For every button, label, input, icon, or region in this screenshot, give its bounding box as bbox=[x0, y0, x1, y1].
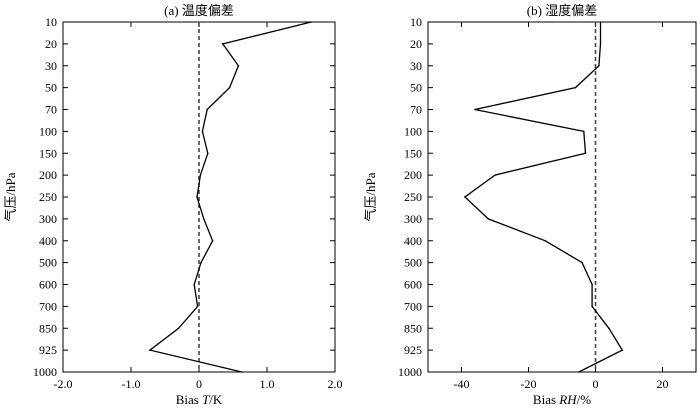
x-axis-title-variable: T bbox=[202, 392, 210, 407]
bias-profile-line bbox=[463, 22, 624, 373]
plot-frame bbox=[427, 21, 697, 373]
x-tick-label: -1.0 bbox=[122, 377, 141, 391]
y-tick-label: 200 bbox=[39, 168, 57, 182]
y-tick-label: 700 bbox=[404, 299, 422, 313]
y-tick-label: 1000 bbox=[398, 365, 422, 379]
data-point bbox=[621, 349, 624, 351]
y-tick-label: 300 bbox=[39, 212, 57, 226]
data-point bbox=[237, 64, 240, 67]
x-tick-label: 0 bbox=[196, 377, 202, 391]
data-point bbox=[574, 86, 577, 89]
y-tick-label: 500 bbox=[404, 256, 422, 270]
y-axis-title: 气压/hPa bbox=[3, 172, 18, 221]
y-tick-label: 20 bbox=[410, 37, 422, 51]
data-point bbox=[464, 196, 466, 198]
y-tick-label: 100 bbox=[39, 124, 57, 138]
data-point bbox=[177, 327, 180, 330]
y-tick-label: 100 bbox=[404, 124, 422, 138]
y-tick-label: 600 bbox=[39, 278, 57, 292]
data-point bbox=[582, 130, 585, 133]
panel-temperature-bias: 10 20 30 50 70 100 150 200 250 300 400 500 600 700 850… bbox=[3, 3, 343, 407]
x-axis-title-unit: /K bbox=[209, 392, 223, 407]
panel-title: (a) 温度偏差 bbox=[164, 3, 234, 18]
x-axis-title-unit: /% bbox=[577, 392, 592, 407]
y-tick-label: 400 bbox=[404, 234, 422, 248]
x-tick-label: 1.0 bbox=[260, 377, 275, 391]
data-point bbox=[591, 305, 593, 308]
y-tick-label: 600 bbox=[404, 278, 422, 292]
x-axis-title-variable: RH bbox=[558, 392, 577, 407]
x-tick-label: 2.0 bbox=[328, 377, 343, 391]
y-tick-label: 70 bbox=[45, 103, 57, 117]
x-tick-label: 0 bbox=[593, 377, 599, 391]
data-point bbox=[193, 283, 196, 286]
data-point bbox=[202, 218, 205, 220]
data-point bbox=[598, 64, 600, 67]
data-point bbox=[310, 21, 313, 23]
y-tick-label: 700 bbox=[39, 299, 57, 313]
y-tick-label: 20 bbox=[45, 37, 57, 51]
panel-title: (b) 湿度偏差 bbox=[527, 3, 597, 18]
data-point bbox=[241, 371, 243, 373]
data-point bbox=[581, 261, 583, 264]
data-point bbox=[222, 43, 224, 45]
y-tick-label: 150 bbox=[39, 146, 57, 160]
x-tick-label: -2.0 bbox=[54, 377, 73, 391]
y-tick-label: 150 bbox=[404, 146, 422, 160]
y-tick-label: 400 bbox=[39, 234, 57, 248]
y-tick-label: 925 bbox=[404, 343, 422, 357]
x-axis-title-prefix: Bias bbox=[533, 392, 559, 407]
data-point bbox=[200, 261, 202, 264]
data-point bbox=[577, 371, 580, 373]
data-point bbox=[206, 108, 208, 111]
y-tick-label: 50 bbox=[410, 81, 422, 95]
bias-profile-line bbox=[148, 21, 312, 373]
x-axis-title: Bias RH/% bbox=[533, 392, 591, 407]
data-point bbox=[591, 283, 593, 286]
y-tick-label: 850 bbox=[404, 321, 422, 335]
data-point bbox=[608, 327, 610, 330]
data-point bbox=[584, 152, 587, 155]
data-point bbox=[599, 21, 602, 23]
data-point bbox=[494, 174, 496, 176]
panel-humidity-bias: 1020305070100150200250300400500600700850… bbox=[363, 3, 697, 407]
data-point bbox=[544, 239, 547, 242]
data-point bbox=[599, 43, 602, 45]
x-axis-title-prefix: Bias bbox=[176, 392, 202, 407]
data-point bbox=[228, 86, 231, 89]
x-axis-title: Bias T/K bbox=[176, 392, 223, 407]
data-point bbox=[201, 130, 204, 133]
x-tick-label: 20 bbox=[657, 377, 669, 391]
y-tick-label: 10 bbox=[410, 15, 422, 29]
y-tick-label: 200 bbox=[404, 168, 422, 182]
y-tick-label: 300 bbox=[404, 212, 422, 226]
data-point bbox=[196, 305, 199, 308]
data-point bbox=[196, 196, 198, 198]
y-axis-title: 气压/hPa bbox=[363, 172, 378, 221]
y-tick-label: 250 bbox=[39, 190, 57, 204]
y-tick-label: 50 bbox=[45, 81, 57, 95]
data-point bbox=[199, 174, 202, 176]
y-tick-label: 850 bbox=[39, 321, 57, 335]
y-tick-label: 70 bbox=[410, 103, 422, 117]
x-tick-label: -40 bbox=[454, 377, 470, 391]
data-point bbox=[149, 349, 151, 351]
y-tick-label: 1000 bbox=[33, 365, 57, 379]
data-point bbox=[211, 239, 214, 242]
y-tick-label: 250 bbox=[404, 190, 422, 204]
data-point bbox=[474, 108, 476, 111]
y-tick-label: 10 bbox=[45, 15, 57, 29]
y-tick-label: 30 bbox=[410, 59, 422, 73]
y-tick-label: 30 bbox=[45, 59, 57, 73]
x-tick-label: -20 bbox=[521, 377, 537, 391]
data-point bbox=[487, 218, 490, 220]
y-tick-label: 500 bbox=[39, 256, 57, 270]
data-point bbox=[207, 152, 209, 155]
y-tick-label: 925 bbox=[39, 343, 57, 357]
